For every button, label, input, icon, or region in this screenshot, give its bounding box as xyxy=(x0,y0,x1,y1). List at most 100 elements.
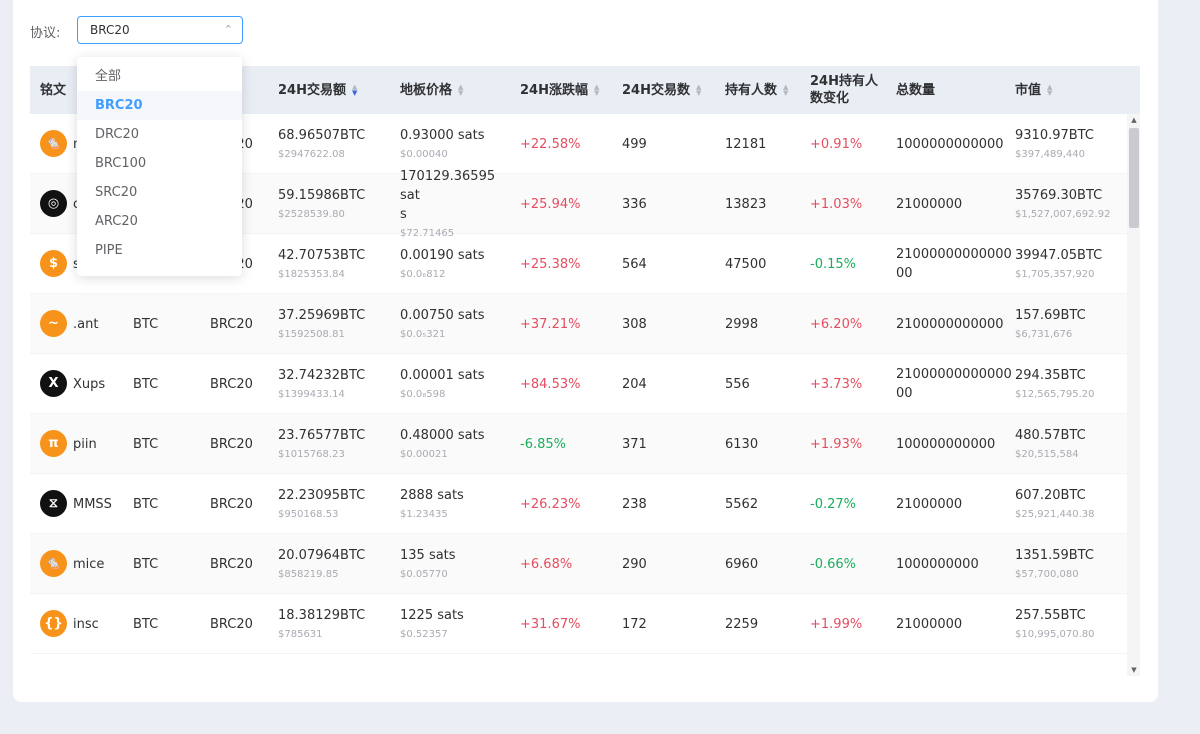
trades-cell: 499 xyxy=(622,136,647,152)
protocol-option[interactable]: PIPE xyxy=(95,243,123,258)
table-row[interactable]: ⧖ MMSS BTC BRC20 22.23095BTC $950168.53 2888 s… xyxy=(30,474,1127,534)
table-row[interactable]: 🐁miceBTCBRC2068.96507BTC$2947622.080.930… xyxy=(30,114,1127,174)
change-cell: +31.67% xyxy=(520,616,581,632)
protocol-option[interactable]: DRC20 xyxy=(95,127,140,142)
header-trades[interactable]: 24H交易数 ▲ ▼ xyxy=(622,82,702,98)
x-icon: X xyxy=(40,370,67,397)
scroll-down-icon[interactable]: ▼ xyxy=(1131,666,1137,674)
mcap-cell: 35769.30BTC $1,527,007,692.92 xyxy=(1015,187,1111,220)
trades-cell: 290 xyxy=(622,556,647,572)
protocol-option[interactable]: BRC100 xyxy=(95,156,147,171)
holders-change-cell: +1.03% xyxy=(810,196,863,212)
protocol-option[interactable]: SRC20 xyxy=(95,185,138,200)
trades-cell: 172 xyxy=(622,616,647,632)
protocol-dropdown: 全部 BRC20 DRC20 BRC100 SRC20 ARC20 PIPE xyxy=(77,57,242,276)
scroll-up-icon[interactable]: ▲ xyxy=(1131,116,1137,124)
mcap-cell: 257.55BTC $10,995,070.80 xyxy=(1015,607,1095,640)
change-cell: +37.21% xyxy=(520,316,581,332)
token-name[interactable]: MMSS xyxy=(73,496,112,512)
change-cell: +25.38% xyxy=(520,256,581,272)
mcap-cell: 157.69BTC $6,731,676 xyxy=(1015,307,1086,340)
holders-cell: 5562 xyxy=(725,496,759,512)
holders-cell: 2259 xyxy=(725,616,759,632)
chain-cell: BTC xyxy=(133,436,159,452)
mcap-cell: 480.57BTC $20,515,584 xyxy=(1015,427,1086,460)
sort-icon[interactable]: ▲ ▼ xyxy=(695,83,702,97)
trades-cell: 204 xyxy=(622,376,647,392)
scrollbar-thumb[interactable] xyxy=(1129,128,1139,228)
supply-cell: 1000000000 xyxy=(896,556,979,572)
header-supply: 总数量 xyxy=(896,82,936,98)
volume-cell: 23.76577BTC $1015768.23 xyxy=(278,427,366,460)
sort-icon[interactable]: ▲ ▼ xyxy=(351,83,358,97)
sort-icon[interactable]: ▲ ▼ xyxy=(593,83,600,97)
header-volume[interactable]: 24H交易额 ▲ ▼ xyxy=(278,82,358,98)
header-change[interactable]: 24H涨跌幅 ▲ ▼ xyxy=(520,82,600,98)
floor-cell: 170129.36595 sat s $72.71465 xyxy=(400,168,496,239)
table-row[interactable]: π piin BTC BRC20 23.76577BTC $1015768.23 0.480… xyxy=(30,414,1127,474)
header-mcap[interactable]: 市值 ▲ ▼ xyxy=(1015,82,1053,98)
supply-cell: 2100000000000 xyxy=(896,316,1004,332)
protocol-cell: BRC20 xyxy=(210,496,253,512)
mcap-cell: 9310.97BTC $397,489,440 xyxy=(1015,127,1094,160)
protocol-cell: BRC20 xyxy=(210,376,253,392)
floor-cell: 1225 sats $0.52357 xyxy=(400,607,464,640)
inscription-table: 铭文 24H交易额 ▲ ▼ 地板价格 ▲ ▼ 24H涨跌幅 ▲ ▼ 24H交易数 ▲ ▼ 持有人… xyxy=(30,66,1140,676)
header-holders[interactable]: 持有人数 ▲ ▼ xyxy=(725,82,789,98)
protocol-select-value: BRC20 xyxy=(90,23,130,37)
floor-cell: 135 sats $0.05770 xyxy=(400,547,456,580)
protocol-cell: BRC20 xyxy=(210,316,253,332)
table-row[interactable]: X Xups BTC BRC20 32.74232BTC $1399433.14 0.000… xyxy=(30,354,1127,414)
trades-cell: 336 xyxy=(622,196,647,212)
chain-cell: BTC xyxy=(133,556,159,572)
volume-cell: 68.96507BTC $2947622.08 xyxy=(278,127,366,160)
sort-icon[interactable]: ▲ ▼ xyxy=(458,83,464,97)
holders-cell: 2998 xyxy=(725,316,759,332)
token-name[interactable]: Xups xyxy=(73,376,106,392)
holders-change-cell: -0.27% xyxy=(810,496,856,512)
protocol-option[interactable]: 全部 xyxy=(95,69,122,84)
supply-cell: 21000000000000 00 xyxy=(896,247,1012,281)
table-row[interactable]: 🐁 mice BTC BRC20 20.07964BTC $858219.85 135 sa… xyxy=(30,534,1127,594)
token-name[interactable]: mice xyxy=(73,556,105,572)
holders-change-cell: +1.99% xyxy=(810,616,863,632)
header-floor[interactable]: 地板价格 ▲ ▼ xyxy=(400,82,464,98)
token-name[interactable]: piin xyxy=(73,436,97,452)
mouse-icon: 🐁 xyxy=(40,550,67,577)
protocol-option[interactable]: ARC20 xyxy=(95,214,138,229)
token-name[interactable]: insc xyxy=(73,616,99,632)
mmss-icon: ⧖ xyxy=(40,490,67,517)
protocol-option[interactable]: BRC20 xyxy=(77,91,242,120)
sort-icon[interactable]: ▲ ▼ xyxy=(783,83,789,97)
chain-cell: BTC xyxy=(133,496,159,512)
sort-icon[interactable]: ▲ ▼ xyxy=(1047,83,1053,97)
change-cell: +22.58% xyxy=(520,136,581,152)
table-row[interactable]: ~ .ant BTC BRC20 37.25969BTC $1592508.81 0.007… xyxy=(30,294,1127,354)
supply-cell: 1000000000000 xyxy=(896,136,1004,152)
token-name[interactable]: .ant xyxy=(73,316,99,332)
floor-cell: 0.00750 sats $0.0₅321 xyxy=(400,307,485,340)
protocol-select[interactable]: BRC20 ⌃ xyxy=(77,16,243,44)
holders-change-cell: -0.66% xyxy=(810,556,856,572)
protocol-cell: BRC20 xyxy=(210,436,253,452)
protocol-filter-label: 协议: xyxy=(30,26,61,41)
volume-cell: 42.70753BTC $1825353.84 xyxy=(278,247,366,280)
mouse-icon: 🐁 xyxy=(40,130,67,157)
ordi-icon: ◎ xyxy=(40,190,67,217)
holders-cell: 6130 xyxy=(725,436,759,452)
trades-cell: 564 xyxy=(622,256,647,272)
ant-icon: ~ xyxy=(40,310,67,337)
volume-cell: 18.38129BTC $785631 xyxy=(278,607,366,640)
change-cell: +25.94% xyxy=(520,196,581,212)
holders-cell: 556 xyxy=(725,376,750,392)
vertical-scrollbar[interactable]: ▲ ▼ xyxy=(1127,114,1140,676)
mcap-cell: 39947.05BTC $1,705,357,920 xyxy=(1015,247,1103,280)
chain-cell: BTC xyxy=(133,316,159,332)
chevron-up-icon[interactable]: ⌃ xyxy=(223,23,233,36)
mcap-cell: 1351.59BTC $57,700,080 xyxy=(1015,547,1094,580)
supply-cell: 100000000000 xyxy=(896,436,996,452)
chain-cell: BTC xyxy=(133,376,159,392)
change-cell: +26.23% xyxy=(520,496,581,512)
table-row[interactable]: {} insc BTC BRC20 18.38129BTC $785631 1225 sat… xyxy=(30,594,1127,654)
supply-cell: 21000000 xyxy=(896,496,963,512)
